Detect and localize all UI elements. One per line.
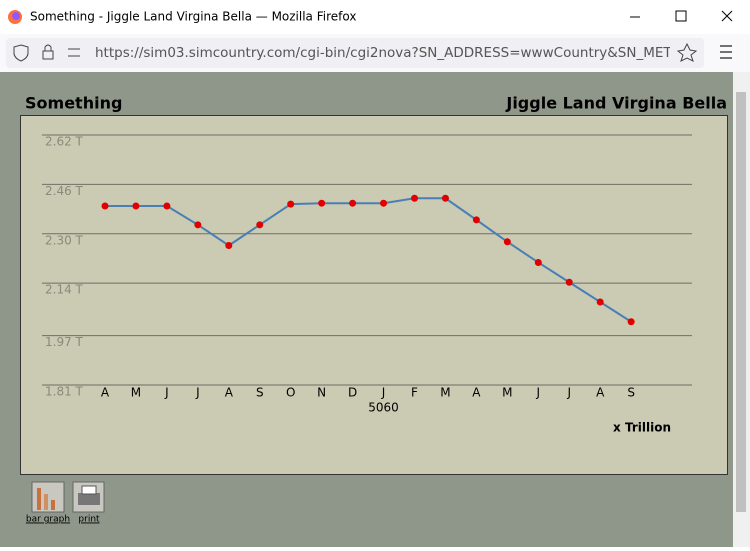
y-tick-label: 2.30 T [45,233,84,247]
x-tick-label: O [286,386,295,400]
url-bar[interactable] [6,38,704,68]
chart-panel [20,115,728,475]
x-tick-label: A [596,386,605,400]
data-point [101,202,109,210]
data-point [318,199,326,207]
x-tick-label: N [317,386,326,400]
printer-body [78,493,100,505]
chart: 2.62 T 2.46 T 2.30 T 2.14 T 1.97 T 1.81 T A M J J… [42,134,692,435]
print-link[interactable]: print [78,515,100,525]
url-text[interactable]: https://sim03.simcountry.com/cgi-bin/cgi… [95,45,725,61]
y-tick-label: 2.62 T [45,135,84,149]
close-button[interactable] [721,10,733,22]
data-point [565,278,573,286]
firefox-icon-inner [12,12,20,20]
data-point [441,194,449,202]
lock-shackle [44,44,52,51]
bookmark-star[interactable] [676,42,698,62]
icon-bar [37,488,41,510]
x-tick-label: S [627,386,635,400]
data-point [194,221,202,229]
data-point [132,202,140,210]
data-point [472,216,480,224]
data-point [380,199,388,207]
printer-paper [81,485,97,495]
data-point [596,298,604,306]
data-point [627,318,635,326]
data-point [534,258,542,266]
x-tick-label: J [164,386,169,400]
heading-left: Something [25,94,122,113]
icon-bar [44,494,48,510]
data-point [411,194,418,202]
lock-icon[interactable] [42,50,54,60]
window-title: Something - Jiggle Land Virgina Bella — … [30,10,356,24]
title-bar [0,0,750,34]
heading-right: Jiggle Land Virgina Bella [505,94,727,113]
y-tick-label: 2.14 T [45,283,84,297]
data-point [287,200,295,208]
y-tick-label: 2.46 T [45,184,84,198]
x-tick-label: D [348,386,357,400]
data-point [503,238,511,246]
x-tick-label: M [131,386,141,400]
data-line [105,197,632,323]
x-tick-label: S [256,386,264,400]
data-point [163,202,171,210]
shield-icon[interactable] [13,44,29,62]
x-tick-label: A [101,386,110,400]
x-tick-label: M [440,386,450,400]
x-tick-label: J [381,386,386,400]
permissions-icon[interactable] [68,48,80,57]
y-tick-label: 1.81 T [45,385,84,399]
unit-note: x Trillion [613,421,671,435]
x-tick-label: A [225,386,234,400]
bar-graph-link[interactable]: bar graph [26,515,70,525]
x-tick-label: J [536,386,541,400]
x-tick-label: F [411,386,418,400]
y-tick-label: 1.97 T [45,335,84,349]
x-tick-label: J [195,386,200,400]
icon-bar [51,500,55,510]
x-tick-label: A [472,386,481,400]
x-tick-label: M [502,386,512,400]
data-point [225,241,233,249]
x-annotation: 5060 [368,401,399,415]
scrollbar-thumb[interactable] [736,92,746,512]
data-point [349,199,357,207]
x-tick-label: J [566,386,571,400]
data-point [256,221,264,229]
maximize-button[interactable] [675,10,687,22]
menu-button[interactable] [720,45,732,59]
